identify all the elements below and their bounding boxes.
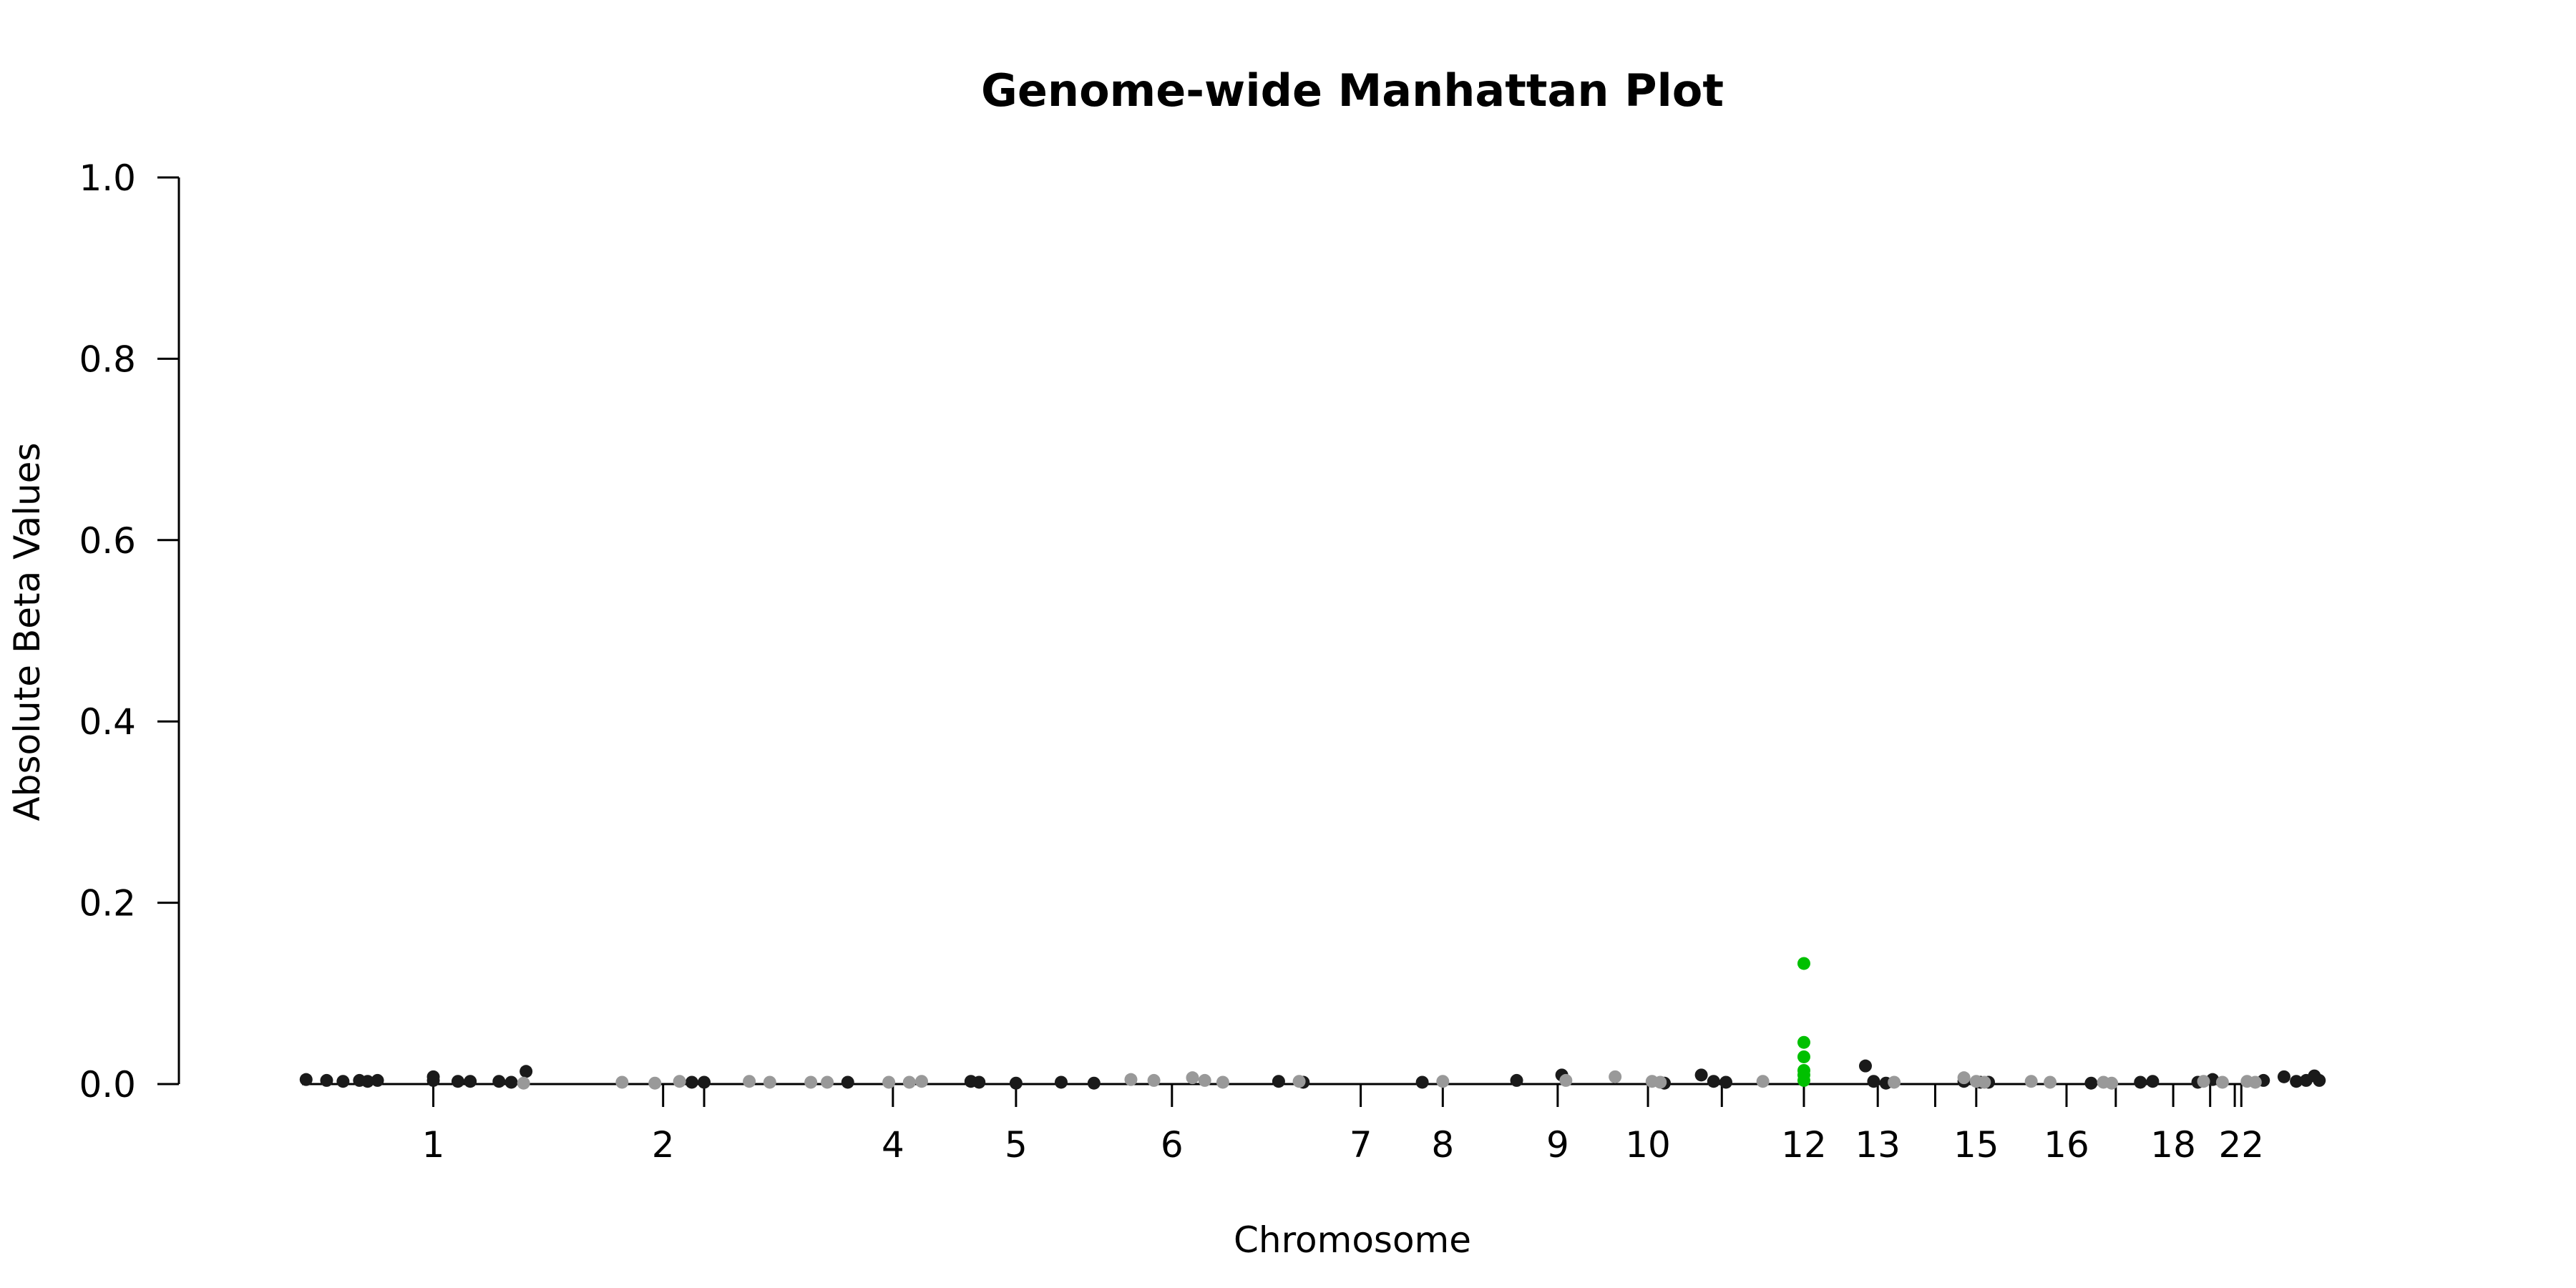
data-point — [1087, 1076, 1101, 1090]
data-point — [1186, 1071, 1199, 1085]
data-point — [841, 1075, 854, 1089]
y-tick-label: 0.4 — [79, 701, 136, 743]
data-point — [2290, 1075, 2303, 1088]
data-point — [320, 1073, 333, 1087]
data-point — [2044, 1075, 2057, 1089]
data-point — [972, 1075, 986, 1089]
data-point — [2277, 1070, 2290, 1083]
data-point — [2134, 1075, 2147, 1089]
data-point — [763, 1075, 776, 1089]
x-axis-label: Chromosome — [1234, 1219, 1471, 1261]
data-point — [1009, 1076, 1023, 1090]
data-point — [1054, 1075, 1068, 1089]
x-tick-label: 16 — [2044, 1124, 2089, 1166]
data-point — [1124, 1073, 1138, 1086]
data-point — [743, 1075, 756, 1088]
data-point — [1216, 1075, 1229, 1089]
x-tick-label: 10 — [1625, 1124, 1671, 1166]
data-point — [517, 1076, 530, 1090]
data-point — [1978, 1075, 1991, 1089]
data-point — [2215, 1075, 2229, 1089]
x-tick-label: 7 — [1350, 1124, 1372, 1166]
data-point — [299, 1073, 313, 1086]
y-tick-label: 0.0 — [79, 1064, 136, 1106]
x-tick-label: 1 — [422, 1124, 445, 1166]
data-point — [1694, 1068, 1708, 1082]
data-point — [1719, 1075, 1733, 1089]
data-point — [1436, 1075, 1450, 1088]
data-point — [1797, 1073, 1810, 1087]
data-point — [1797, 1050, 1810, 1063]
data-point — [336, 1075, 350, 1088]
chart-title: Genome-wide Manhattan Plot — [981, 64, 1724, 117]
y-axis-label: Absolute Beta Values — [6, 443, 48, 821]
data-point — [1654, 1075, 1667, 1089]
data-point — [1867, 1075, 1880, 1088]
data-point — [821, 1075, 834, 1089]
x-tick-label: 8 — [1431, 1124, 1454, 1166]
x-tick-label: 2 — [652, 1124, 675, 1166]
data-point — [1797, 1035, 1810, 1049]
data-point — [902, 1075, 916, 1089]
x-tick-label: 13 — [1855, 1124, 1901, 1166]
data-point — [1510, 1073, 1523, 1087]
data-point — [1292, 1075, 1306, 1088]
data-point — [2313, 1073, 2326, 1087]
data-point — [648, 1076, 662, 1090]
x-tick-label: 15 — [1953, 1124, 1999, 1166]
x-tick-label: 12 — [1781, 1124, 1827, 1166]
data-point — [1559, 1073, 1573, 1087]
data-point — [1858, 1059, 1872, 1073]
data-point — [1707, 1075, 1720, 1088]
data-point — [464, 1075, 477, 1088]
data-point — [1147, 1073, 1161, 1087]
y-tick-label: 0.6 — [79, 520, 136, 562]
data-point — [2197, 1075, 2210, 1088]
y-axis: 0.0 0.2 0.4 0.6 0.8 1.0 — [79, 157, 180, 1106]
data-point — [492, 1075, 506, 1088]
data-point — [1609, 1070, 1622, 1083]
data-point — [882, 1075, 896, 1089]
data-point — [451, 1075, 464, 1088]
data-points — [299, 957, 2326, 1090]
data-point — [2248, 1075, 2262, 1089]
x-tick-label: 5 — [1005, 1124, 1028, 1166]
y-tick-label: 0.8 — [79, 338, 136, 380]
data-point — [519, 1065, 533, 1078]
data-point — [804, 1075, 818, 1089]
data-point — [361, 1075, 374, 1088]
data-point — [2105, 1076, 2119, 1090]
data-point — [685, 1075, 698, 1089]
data-point — [1756, 1075, 1770, 1088]
x-tick-label: 6 — [1161, 1124, 1184, 1166]
data-point — [2084, 1076, 2098, 1090]
data-point — [615, 1075, 629, 1089]
data-point — [426, 1073, 440, 1087]
data-point — [1415, 1075, 1429, 1089]
data-point — [1198, 1073, 1211, 1087]
data-point — [371, 1073, 384, 1087]
data-point — [504, 1075, 518, 1089]
x-tick-label: 4 — [882, 1124, 904, 1166]
x-tick-label: 9 — [1546, 1124, 1569, 1166]
data-point — [1272, 1075, 1285, 1088]
data-point — [914, 1075, 928, 1088]
y-tick-label: 1.0 — [79, 157, 136, 199]
x-axis: 1 2 4 5 6 7 8 9 10 12 13 15 16 18 22 — [302, 1083, 2264, 1166]
data-point — [2024, 1075, 2038, 1088]
y-tick-label: 0.2 — [79, 883, 136, 924]
data-point — [1957, 1071, 1971, 1085]
data-point — [1797, 957, 1810, 970]
data-point — [2146, 1075, 2160, 1088]
data-point — [673, 1075, 686, 1088]
x-tick-label: 22 — [2218, 1124, 2264, 1166]
data-point — [698, 1075, 711, 1089]
data-point — [1888, 1075, 1901, 1089]
x-tick-label: 18 — [2150, 1124, 2196, 1166]
